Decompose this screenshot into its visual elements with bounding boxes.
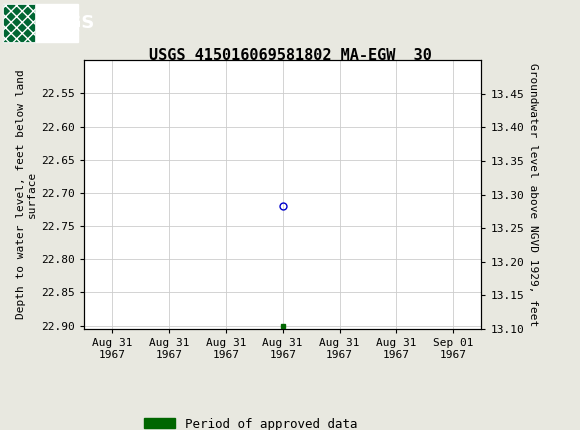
- Y-axis label: Depth to water level, feet below land
surface: Depth to water level, feet below land su…: [16, 70, 37, 319]
- Bar: [3, 3, 35, 42]
- Bar: [3, 3, 78, 42]
- Text: USGS 415016069581802 MA-EGW  30: USGS 415016069581802 MA-EGW 30: [148, 48, 432, 62]
- Y-axis label: Groundwater level above NGVD 1929, feet: Groundwater level above NGVD 1929, feet: [528, 63, 538, 326]
- Legend: Period of approved data: Period of approved data: [139, 412, 363, 430]
- Text: USGS: USGS: [39, 14, 95, 31]
